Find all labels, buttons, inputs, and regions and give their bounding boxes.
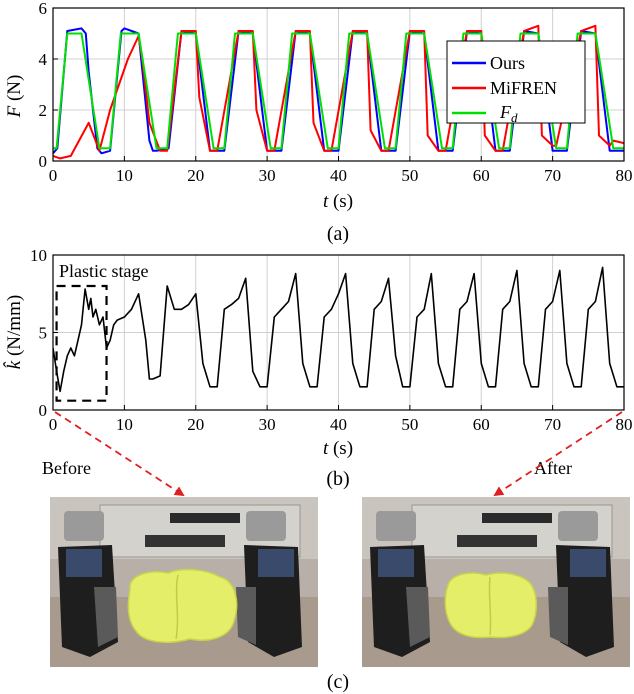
x-tick-label: 20 [187,415,204,434]
x-tick-label: 60 [473,166,490,185]
y-tick-label: 5 [39,324,48,343]
panel-b-caption: (b) [326,468,349,490]
before-label: Before [42,458,91,478]
x-tick-label: 20 [187,166,204,185]
x-tick-label: 40 [330,166,347,185]
panel-a-xlabel: t (s) [323,191,353,212]
y-tick-label: 4 [39,50,48,69]
after-label: After [534,458,572,478]
plastic-stage-label: Plastic stage [59,261,148,281]
x-tick-label: 30 [259,415,276,434]
x-tick-label: 80 [616,415,633,434]
after-photo [362,497,630,667]
x-tick-label: 50 [401,166,418,185]
panel-c: Before After [42,411,630,693]
legend-label-ours: Ours [490,53,525,73]
before-arrow [54,411,185,497]
legend-label-mifren: MiFREN [490,78,557,98]
x-tick-label: 70 [544,415,561,434]
x-tick-label: 30 [259,166,276,185]
x-tick-label: 0 [49,415,58,434]
panel-a-caption: (a) [327,223,349,245]
legend-box [446,40,586,124]
before-photo [50,497,318,667]
panel-b-ylabel: k̂ (N/mm) [3,295,25,369]
x-tick-label: 70 [544,166,561,185]
panel-b-series [53,266,624,393]
panel-a-ticks: 0 10 20 30 40 50 60 70 80 0 2 4 6 [39,0,633,185]
x-tick-label: 10 [116,415,133,434]
panel-a-ylabel: F (N) [4,75,25,119]
x-tick-label: 80 [616,166,633,185]
plastic-stage-box [55,284,108,402]
x-tick-label: 40 [330,415,347,434]
x-tick-label: 60 [473,415,490,434]
series-line-f-d [53,32,624,150]
panel-c-caption: (c) [327,671,349,693]
x-tick-label: 0 [49,166,58,185]
panel-b-xlabel: t (s) [323,438,353,459]
x-tick-label: 50 [401,415,418,434]
panel-a-legend: Ours MiFREN Fd [446,40,586,125]
y-tick-label: 2 [39,101,48,120]
panel-a-chart: 0 10 20 30 40 50 60 70 80 0 2 4 6 Ours MiFREN Fd F (… [4,0,633,245]
y-tick-label: 0 [39,152,48,171]
y-tick-label: 0 [39,401,48,420]
series-line-k-hat [53,266,624,393]
y-tick-label: 6 [39,0,48,18]
panel-b-chart: 0 10 20 30 40 50 60 70 80 0 5 10 Plastic stage k̂ (… [3,246,632,490]
y-tick-label: 10 [30,246,47,265]
panel-b-ticks: 0 10 20 30 40 50 60 70 80 0 5 10 [30,246,633,434]
x-tick-label: 10 [116,166,133,185]
after-arrow [493,411,623,497]
